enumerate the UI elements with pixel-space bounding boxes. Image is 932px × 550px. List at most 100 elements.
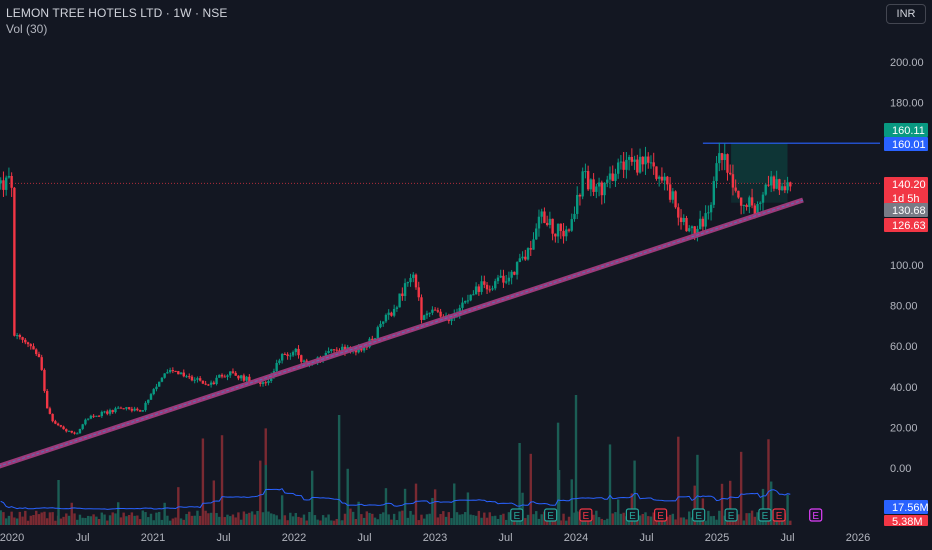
volume-bar bbox=[193, 515, 196, 525]
candle bbox=[171, 370, 175, 372]
candle bbox=[592, 179, 595, 192]
volume-bar bbox=[89, 516, 93, 525]
candle bbox=[671, 191, 675, 200]
volume-bar bbox=[45, 518, 49, 525]
volume-bar bbox=[786, 494, 789, 525]
volume-bar bbox=[51, 512, 54, 525]
volume-bar bbox=[474, 515, 478, 525]
candle bbox=[439, 311, 442, 317]
candle bbox=[40, 357, 43, 370]
chart-legend-title: LEMON TREE HOTELS LTD · 1W · NSE bbox=[6, 6, 228, 20]
volume-bar bbox=[283, 515, 287, 525]
currency-button[interactable]: INR bbox=[886, 4, 926, 24]
volume-bar bbox=[483, 512, 486, 525]
volume-bar bbox=[761, 488, 765, 525]
volume-bar bbox=[13, 517, 16, 525]
volume-bar bbox=[507, 512, 511, 525]
candle bbox=[392, 308, 396, 316]
volume-bar bbox=[603, 520, 606, 525]
candle bbox=[133, 408, 136, 411]
earnings-marker-label: E bbox=[547, 511, 554, 522]
volume-bar bbox=[29, 515, 32, 525]
volume-bar bbox=[316, 519, 319, 525]
volume-bar bbox=[526, 514, 530, 525]
y-axis-tick-label: 80.00 bbox=[890, 301, 918, 313]
volume-bar bbox=[458, 514, 461, 525]
candle bbox=[190, 376, 194, 381]
candle bbox=[450, 318, 453, 321]
volume-bar bbox=[95, 516, 98, 525]
volume-bar bbox=[666, 516, 669, 525]
volume-bar bbox=[133, 515, 136, 525]
x-axis-tick-label: Jul bbox=[216, 532, 230, 544]
candle bbox=[565, 229, 568, 237]
candle bbox=[597, 182, 601, 187]
volume-bar bbox=[332, 520, 336, 525]
earnings-marker-icon bbox=[653, 508, 668, 522]
candle bbox=[767, 184, 770, 186]
price-label: 140.20 bbox=[892, 179, 926, 191]
volume-bar bbox=[226, 514, 229, 525]
upcoming-earnings-icon bbox=[809, 508, 823, 522]
candle bbox=[510, 271, 513, 278]
volume-bar bbox=[551, 519, 554, 525]
candle bbox=[666, 176, 669, 185]
volume-bar bbox=[431, 497, 434, 525]
volume-bar bbox=[291, 516, 295, 525]
volume-bar bbox=[693, 485, 696, 525]
candle bbox=[775, 179, 778, 189]
volume-bar bbox=[485, 517, 489, 525]
candle bbox=[663, 176, 666, 181]
volume-bar bbox=[537, 518, 541, 525]
candle bbox=[608, 173, 612, 180]
candle bbox=[209, 382, 213, 385]
volume-bar bbox=[638, 515, 642, 525]
volume-bar bbox=[275, 515, 278, 525]
volume-bar bbox=[10, 511, 13, 525]
volume-bar bbox=[272, 514, 276, 525]
candle bbox=[581, 171, 584, 197]
volume-bar bbox=[712, 515, 716, 525]
volume-bar bbox=[138, 519, 142, 525]
volume-bar bbox=[619, 513, 623, 525]
candle bbox=[229, 371, 232, 376]
candle bbox=[387, 312, 390, 315]
volume-bar bbox=[742, 520, 746, 525]
volume-bar bbox=[57, 480, 60, 525]
candle bbox=[729, 172, 732, 175]
candle bbox=[420, 297, 423, 320]
candle bbox=[163, 373, 166, 378]
candle bbox=[0, 180, 2, 184]
candle bbox=[707, 212, 710, 214]
candle bbox=[51, 413, 54, 422]
candle bbox=[753, 205, 757, 215]
candle bbox=[264, 382, 267, 384]
volume-bar bbox=[160, 519, 164, 525]
y-axis-tick-label: 180.00 bbox=[890, 98, 924, 110]
candle bbox=[761, 194, 765, 203]
candle bbox=[685, 217, 688, 232]
candle bbox=[100, 411, 104, 417]
volume-bar bbox=[97, 518, 101, 525]
volume-bar bbox=[196, 510, 199, 525]
volume-bar bbox=[494, 515, 497, 525]
earnings-marker-label: E bbox=[583, 511, 590, 522]
candle bbox=[780, 186, 784, 191]
volume-bar bbox=[86, 515, 90, 525]
candle bbox=[302, 360, 306, 362]
candle bbox=[280, 354, 284, 361]
candle bbox=[291, 352, 295, 356]
candle bbox=[108, 410, 112, 414]
volume-bar bbox=[144, 512, 147, 525]
volume-bar bbox=[155, 512, 158, 525]
candle bbox=[138, 410, 142, 412]
volume-bar bbox=[335, 519, 338, 525]
candle bbox=[636, 159, 639, 173]
volume-bar bbox=[0, 510, 2, 525]
volume-bar bbox=[215, 513, 218, 525]
candle bbox=[95, 415, 98, 417]
candle bbox=[496, 277, 500, 282]
candle bbox=[335, 349, 338, 351]
volume-bar bbox=[245, 513, 248, 525]
